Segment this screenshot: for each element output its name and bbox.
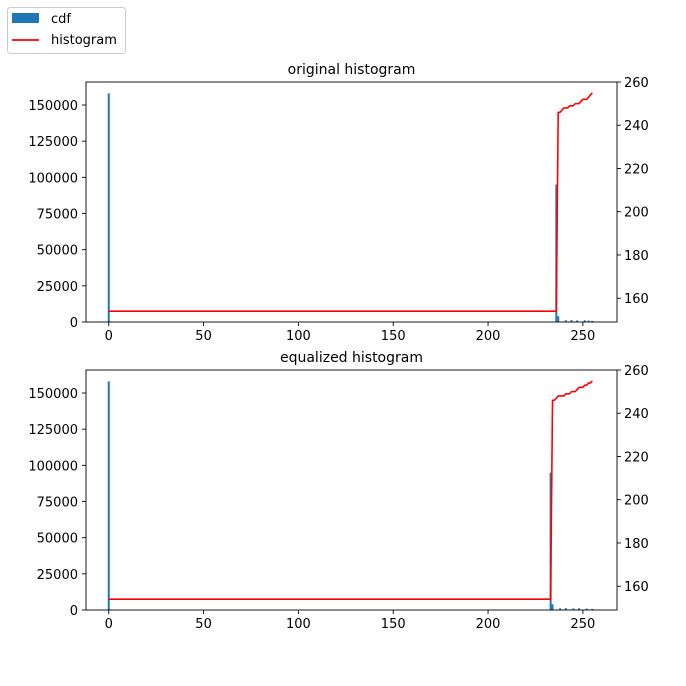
x-tick-label: 200 [476,329,501,344]
cdf-bar [564,320,567,322]
y2-tick-label: 220 [624,162,649,177]
y-tick-label: 150000 [28,387,78,402]
cdf-bar [591,608,594,610]
legend-cdf-label: cdf [51,12,71,27]
y2-tick-label: 240 [624,407,649,422]
cdf-bar [587,320,590,322]
cdf-bar [557,316,560,322]
x-tick-label: 0 [105,617,113,632]
x-tick-label: 100 [286,617,311,632]
cdf-bar [551,604,554,610]
y-tick-label: 75000 [37,208,78,223]
chart-title: equalized histogram [280,350,423,366]
y-tick-label: 125000 [28,135,78,150]
y-tick-label: 100000 [28,171,78,186]
x-tick-label: 200 [476,617,501,632]
y2-tick-label: 240 [624,119,649,134]
y2-tick-label: 200 [624,206,649,221]
y-tick-label: 50000 [37,532,78,547]
plot-frame [85,369,618,611]
cdf-bar [564,608,567,610]
y2-tick-label: 160 [624,292,649,307]
plot-frame [85,81,618,323]
cdf-bar [576,320,579,322]
y-tick-label: 100000 [28,459,78,474]
y-tick-label: 0 [70,604,78,619]
y2-tick-label: 160 [624,580,649,595]
equalized-histogram-chart: equalized histogram 0 50 100 150 200 250 0 25000… [28,350,648,632]
x-tick-label: 100 [286,329,311,344]
y-tick-label: 50000 [37,244,78,259]
y2-tick-label: 260 [624,76,649,91]
cdf-bar [591,320,594,322]
y-tick-label: 0 [70,316,78,331]
cdf-bar [559,608,562,610]
cdf-bar [107,381,110,610]
histogram-line [108,380,593,600]
x-tick-label: 250 [570,617,595,632]
cdf-bar [585,608,588,610]
cdf-bar [583,320,586,322]
x-tick-label: 50 [195,617,212,632]
y-tick-label: 150000 [28,99,78,114]
original-histogram-chart: original histogram 0 50 100 150 200 250 0 25000 5… [28,62,648,344]
x-tick-label: 250 [570,329,595,344]
x-tick-label: 150 [381,617,406,632]
y2-tick-label: 180 [624,537,649,552]
y-tick-label: 125000 [28,423,78,438]
cdf-bar [578,608,581,610]
x-tick-label: 150 [381,329,406,344]
cdf-bar [107,93,110,322]
y-tick-label: 25000 [37,280,78,295]
y-tick-label: 25000 [37,568,78,583]
y2-tick-label: 260 [624,364,649,379]
y2-tick-label: 200 [624,494,649,509]
x-tick-label: 0 [105,329,113,344]
cdf-bar [570,320,573,322]
y2-tick-label: 180 [624,249,649,264]
legend-cdf-swatch [12,13,39,23]
cdf-bar [572,608,575,610]
legend: cdf histogram [7,7,126,54]
chart-title: original histogram [288,62,416,78]
legend-histogram-label: histogram [51,33,117,48]
x-tick-label: 50 [195,329,212,344]
y-tick-label: 75000 [37,496,78,511]
histogram-line [108,92,593,312]
y2-tick-label: 220 [624,450,649,465]
